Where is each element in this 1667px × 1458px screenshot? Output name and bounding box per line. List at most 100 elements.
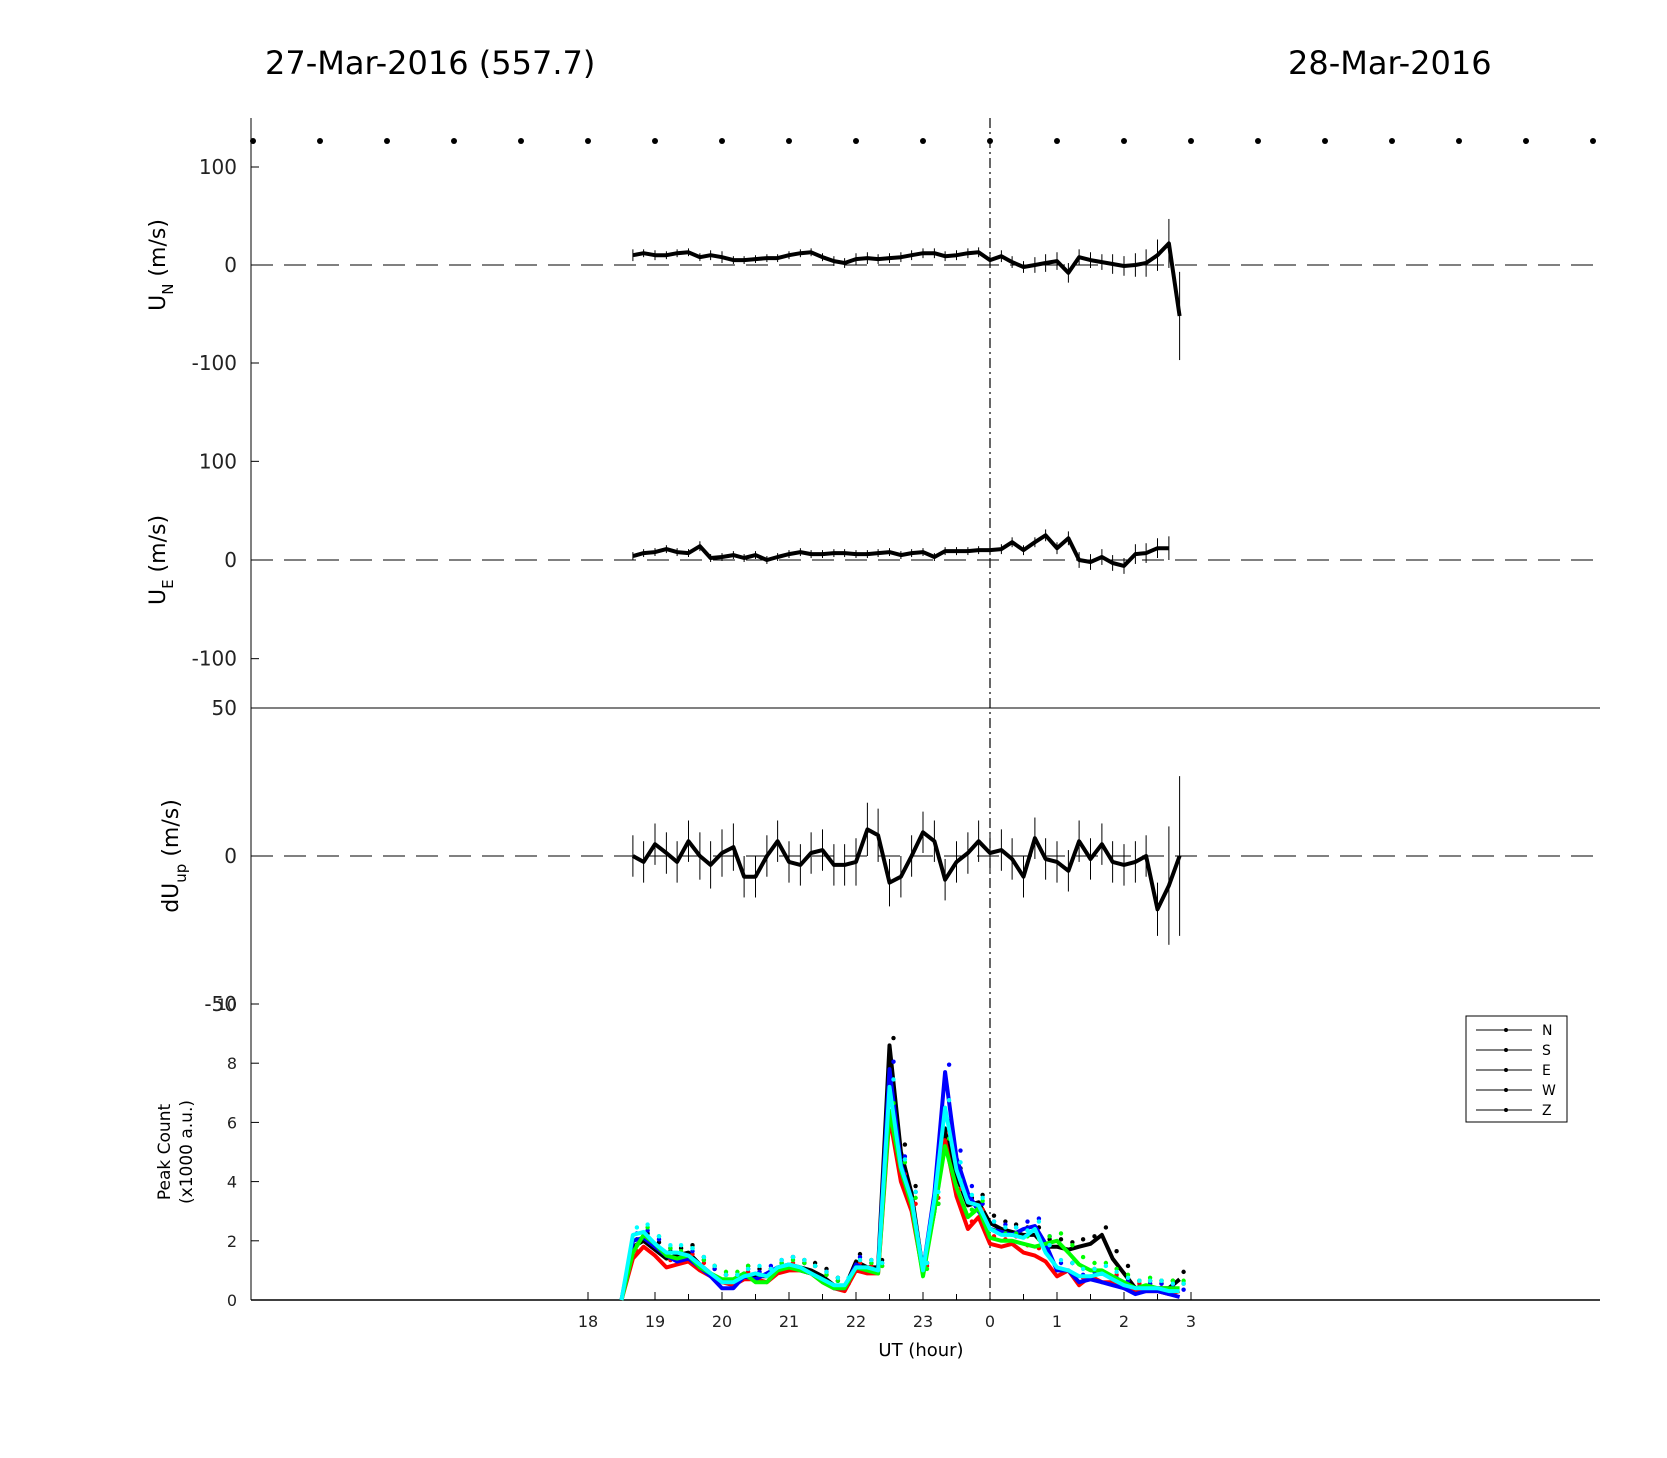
marker-dot [250,138,256,144]
data-point-Z [879,1260,885,1266]
series-line-UE [632,533,1169,568]
legend-label: E [1542,1063,1551,1079]
data-point-Z [946,1098,952,1103]
data-point-Z [701,1254,707,1260]
marker-dot [1523,138,1529,144]
x-tick-label: 22 [846,1312,866,1331]
marker-dot [652,138,658,144]
data-point-N [1058,1237,1064,1242]
data-point-S [913,1201,918,1207]
data-point-Z [656,1234,662,1239]
data-point-Z [1058,1257,1064,1263]
data-point-N [1092,1234,1097,1239]
legend-label: S [1542,1043,1551,1059]
marker-dot [1188,138,1194,144]
y-tick-label: 100 [199,155,237,179]
marker-dot [1456,138,1462,144]
data-point-Z [857,1257,863,1263]
data-point-Z [891,1077,896,1082]
legend-label: Z [1542,1103,1552,1119]
x-tick-label: 19 [645,1312,665,1331]
marker-dot [1255,138,1261,144]
data-point-Z [1103,1263,1109,1269]
marker-dot [920,138,926,144]
y-tick-label: -100 [192,647,237,671]
data-point-Z [768,1266,774,1272]
y-tick-label: 10 [217,995,237,1014]
data-point-Z [835,1275,841,1281]
series-line-UN [632,241,1182,317]
data-point-Z [634,1225,640,1230]
data-point-Z [1170,1281,1176,1286]
data-point-N [1181,1269,1186,1275]
marker-dot [518,138,524,144]
data-point-Z [712,1263,717,1269]
data-point-Z [991,1219,997,1224]
x-tick-label: 1 [1052,1312,1062,1331]
legend-marker [1504,1088,1508,1092]
data-point-E [1025,1219,1030,1224]
data-point-Z [735,1272,740,1278]
data-point-W [1080,1254,1086,1260]
data-point-Z [913,1189,918,1195]
data-point-Z [1047,1243,1052,1248]
data-point-E [958,1148,963,1153]
series-line-Z [619,1084,1180,1301]
data-point-W [924,1266,930,1272]
data-point-N [1125,1263,1131,1269]
data-point-E [946,1062,952,1067]
y-axis-label-unit: (x1000 a.u.) [177,1100,197,1204]
marker-dot [585,138,591,144]
marker-dot [1121,138,1127,144]
x-tick-label: 2 [1119,1312,1129,1331]
data-point-N [902,1142,908,1147]
data-point-Z [869,1257,874,1263]
marker-dot [1590,138,1596,144]
marker-dot [786,138,792,144]
legend-marker [1504,1028,1508,1032]
data-point-Z [812,1263,818,1269]
data-point-Z [1080,1266,1086,1272]
data-point-Z [980,1195,985,1201]
data-point-Z [668,1243,673,1248]
y-tick-label: 2 [227,1232,237,1251]
data-point-Z [1070,1260,1075,1266]
data-point-W [634,1243,640,1248]
data-point-W [913,1195,918,1201]
y-tick-label: -50 [204,992,237,1016]
data-point-Z [645,1222,650,1227]
legend-label: W [1542,1083,1556,1099]
marker-dot [451,138,457,144]
legend-box [1465,1015,1568,1123]
data-point-W [1092,1260,1097,1266]
data-point-N [891,1035,896,1041]
series-line-dUup [631,827,1182,912]
data-point-Z [745,1266,751,1272]
data-point-Z [1036,1219,1042,1224]
data-point-Z [1025,1228,1030,1233]
legend-label: N [1542,1023,1552,1039]
y-axis-label: Peak Count [155,1104,175,1201]
data-point-Z [1013,1225,1019,1230]
x-tick-label: 21 [779,1312,799,1331]
data-point-E [1181,1287,1186,1292]
y-tick-label: 0 [224,548,237,572]
y-tick-label: -100 [192,351,237,375]
data-point-Z [846,1275,851,1281]
data-point-Z [1003,1225,1008,1230]
x-tick-label: 18 [578,1312,598,1331]
data-point-Z [802,1257,807,1263]
marker-dot [384,138,390,144]
data-point-Z [824,1269,829,1275]
y-tick-label: 100 [199,449,237,473]
y-axis-label: UN (m/s) [146,219,177,311]
legend-marker [1504,1048,1508,1052]
legend-marker [1504,1108,1508,1112]
data-point-W [1047,1234,1052,1239]
data-point-N [913,1183,918,1189]
data-point-E [969,1183,975,1189]
data-point-Z [902,1157,908,1162]
x-tick-label: 0 [985,1312,995,1331]
